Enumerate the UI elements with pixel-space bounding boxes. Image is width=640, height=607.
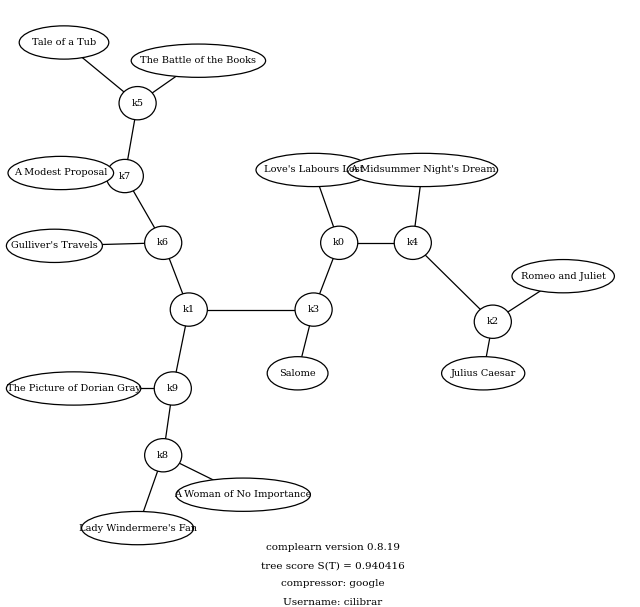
Text: k1: k1 — [183, 305, 195, 314]
Ellipse shape — [268, 357, 328, 390]
Ellipse shape — [145, 439, 182, 472]
Text: Salome: Salome — [279, 369, 316, 378]
Ellipse shape — [6, 229, 102, 262]
Ellipse shape — [145, 226, 182, 259]
Text: k7: k7 — [119, 172, 131, 180]
Text: Username: cilibrar: Username: cilibrar — [283, 598, 383, 606]
Ellipse shape — [82, 512, 193, 544]
Text: compressor: google: compressor: google — [281, 580, 385, 588]
Ellipse shape — [119, 87, 156, 120]
Text: k3: k3 — [308, 305, 319, 314]
Ellipse shape — [442, 357, 525, 390]
Ellipse shape — [295, 293, 332, 326]
Text: k6: k6 — [157, 239, 169, 247]
Text: Gulliver's Travels: Gulliver's Travels — [11, 242, 98, 250]
Ellipse shape — [256, 154, 371, 186]
Ellipse shape — [106, 160, 143, 192]
Ellipse shape — [474, 305, 511, 338]
Text: k8: k8 — [157, 451, 169, 459]
Ellipse shape — [19, 26, 109, 59]
Text: Julius Caesar: Julius Caesar — [451, 369, 516, 378]
Text: k2: k2 — [487, 317, 499, 326]
Ellipse shape — [348, 154, 498, 186]
Text: Tale of a Tub: Tale of a Tub — [32, 38, 96, 47]
Ellipse shape — [154, 372, 191, 405]
Text: Romeo and Juliet: Romeo and Juliet — [521, 272, 605, 280]
Text: k4: k4 — [407, 239, 419, 247]
Text: A Woman of No Importance: A Woman of No Importance — [175, 490, 312, 499]
Text: A Modest Proposal: A Modest Proposal — [14, 169, 108, 177]
Ellipse shape — [512, 260, 614, 293]
Text: A Midsummer Night's Dream: A Midsummer Night's Dream — [349, 166, 495, 174]
Text: complearn version 0.8.19: complearn version 0.8.19 — [266, 543, 400, 552]
Text: Lady Windermere's Fan: Lady Windermere's Fan — [79, 524, 196, 532]
Ellipse shape — [170, 293, 207, 326]
Ellipse shape — [8, 157, 114, 189]
Text: The Picture of Dorian Gray: The Picture of Dorian Gray — [6, 384, 141, 393]
Ellipse shape — [394, 226, 431, 259]
Text: k0: k0 — [333, 239, 345, 247]
Text: k9: k9 — [167, 384, 179, 393]
Ellipse shape — [176, 478, 310, 511]
Text: Love's Labours Lost: Love's Labours Lost — [264, 166, 364, 174]
Text: tree score S(T) = 0.940416: tree score S(T) = 0.940416 — [261, 561, 404, 570]
Ellipse shape — [321, 226, 358, 259]
Text: k5: k5 — [132, 99, 143, 107]
Ellipse shape — [6, 372, 141, 405]
Ellipse shape — [131, 44, 266, 77]
Text: The Battle of the Books: The Battle of the Books — [140, 56, 257, 65]
